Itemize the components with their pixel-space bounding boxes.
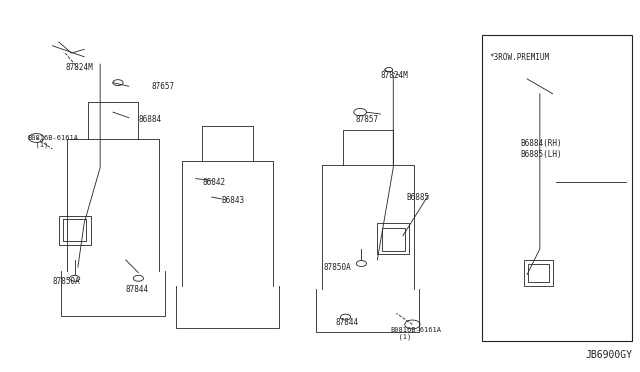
Text: B6843: B6843: [221, 196, 244, 205]
Text: 87844: 87844: [336, 318, 359, 327]
Bar: [529, 263, 548, 282]
Text: 87824M: 87824M: [65, 63, 93, 72]
Text: 87857: 87857: [355, 115, 378, 124]
Text: 87824M: 87824M: [381, 71, 408, 80]
Bar: [382, 228, 404, 251]
Text: JB6900GY: JB6900GY: [585, 350, 632, 359]
Text: 86884: 86884: [138, 115, 161, 124]
Text: 87844: 87844: [125, 285, 148, 294]
Text: 86842: 86842: [202, 178, 225, 187]
Text: B6885: B6885: [406, 193, 429, 202]
Bar: [483, 35, 632, 341]
Text: 87657: 87657: [151, 82, 174, 91]
Bar: [59, 215, 91, 245]
Text: *3ROW.PREMIUM: *3ROW.PREMIUM: [489, 53, 549, 62]
Bar: [63, 219, 86, 241]
Text: 87850A: 87850A: [323, 263, 351, 272]
Text: 87850A: 87850A: [52, 278, 80, 286]
Text: B0816B-6161A
  (1): B0816B-6161A (1): [27, 135, 78, 148]
Text: B6884(RH)
B6885(LH): B6884(RH) B6885(LH): [521, 140, 563, 159]
Text: B0816B-6161A
  (1): B0816B-6161A (1): [390, 327, 441, 340]
Bar: [378, 223, 409, 254]
Bar: [524, 260, 552, 286]
